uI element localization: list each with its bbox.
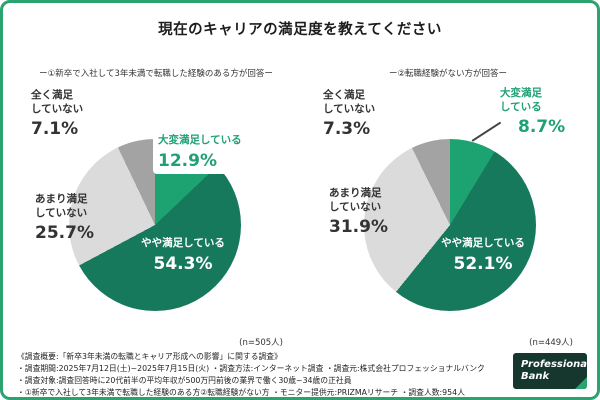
chart-left-subtitle: ー①新卒で入社して3年未満で転職した経験のある方が回答ー (39, 69, 273, 79)
label-right-very: 大変満足 している 8.7% (500, 87, 565, 138)
label-left-not-at-all: 全く満足 していない 7.1% (31, 89, 83, 140)
page-title: 現在のキャリアの満足度を教えてください (158, 22, 442, 38)
survey-note-line: 《調査概要:「新卒3年未満の転職とキャリア形成への影響」に関する調査》 (17, 352, 282, 361)
slice-percent: 54.3% (153, 253, 213, 274)
logo-text-line1: Professional (521, 359, 587, 370)
leader-line (471, 121, 501, 142)
survey-note-line: ・調査期間:2025年7月12日(土)~2025年7月15日(火) ・調査方法:… (17, 364, 485, 374)
slice-label-text: 大変満足している (158, 134, 242, 146)
sample-size-right: (n=449人) (529, 338, 573, 348)
label-left-somewhat: やや満足している 54.3% (108, 237, 258, 275)
slice-label-text: やや満足している (141, 237, 225, 249)
slice-label-text: あまり満足 していない (329, 187, 382, 213)
slice-label-text: 大変満足 している (500, 87, 542, 113)
survey-note-line: ・①新卒で入社して3年未満で転職した経験のある方②転職経験がない方 ・モニター提… (17, 388, 465, 398)
slice-percent: 7.3% (323, 119, 371, 140)
slice-label-text: 全く満足 していない (31, 89, 84, 115)
pie-chart-right (364, 139, 536, 311)
survey-notes: 《調査概要:「新卒3年未満の転職とキャリア形成への影響」に関する調査》 ・調査期… (17, 351, 507, 398)
logo-text-line2: Bank (521, 371, 550, 382)
label-right-somewhat: やや満足している 52.1% (408, 237, 558, 275)
label-right-not-at-all: 全く満足 していない 7.3% (323, 89, 375, 140)
slice-percent: 12.9% (158, 150, 217, 171)
slice-percent: 31.9% (329, 217, 388, 238)
sample-size-left: (n=505人) (239, 338, 283, 348)
slice-label-text: やや満足している (441, 237, 525, 249)
survey-note-line: ・調査対象:調査回答時に20代前半の平均年収が500万円前後の業界で働く30歳~… (17, 376, 352, 386)
label-left-very: 大変満足している 12.9% (153, 132, 247, 174)
label-right-not-very: あまり満足 していない 31.9% (329, 187, 388, 238)
label-left-not-very: あまり満足 していない 25.7% (35, 193, 94, 244)
slice-percent: 52.1% (453, 253, 513, 274)
logo-accent-shape (575, 377, 587, 389)
slice-percent: 7.1% (31, 119, 79, 140)
slice-label-text: あまり満足 していない (35, 193, 88, 219)
slice-label-text: 全く満足 していない (323, 89, 376, 115)
chart-right-subtitle: ー②転職経験がない方が回答ー (388, 69, 508, 79)
professional-bank-logo: Professional Bank (513, 353, 587, 389)
slice-percent: 25.7% (35, 223, 94, 244)
slice-percent: 8.7% (518, 117, 566, 138)
